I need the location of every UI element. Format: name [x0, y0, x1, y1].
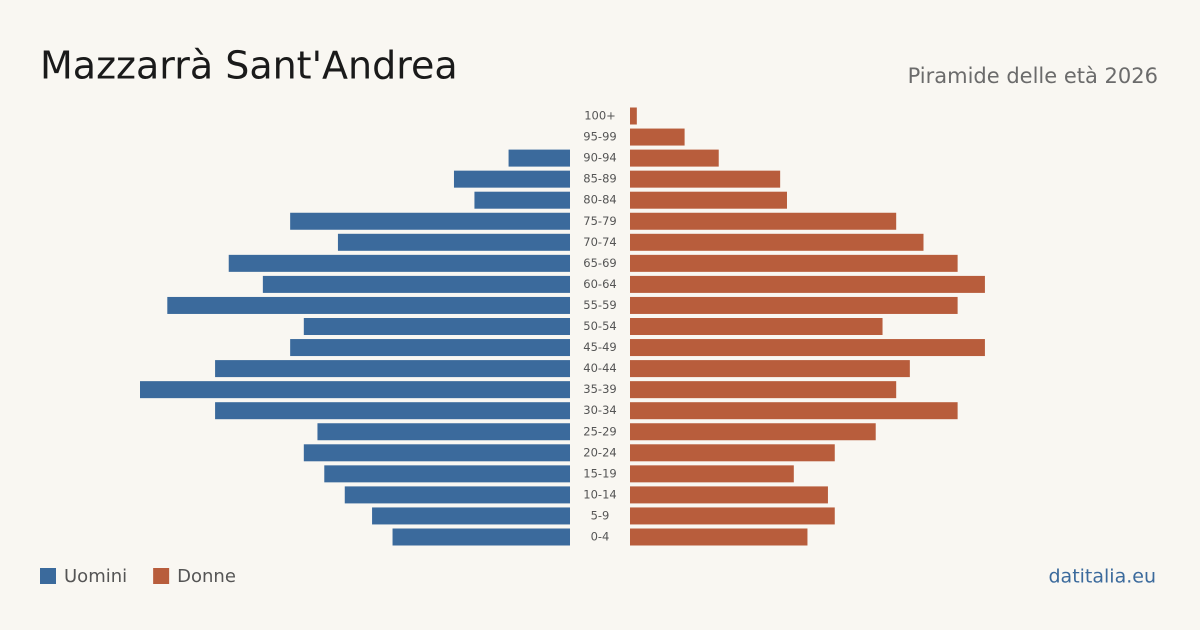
age-label: 50-54 [583, 319, 616, 333]
bar [317, 423, 570, 441]
bar [508, 149, 570, 167]
bar [344, 486, 570, 504]
bar [453, 170, 570, 188]
bar [290, 339, 570, 357]
bar [167, 296, 571, 314]
bar [392, 528, 570, 546]
age-label: 85-89 [583, 172, 616, 186]
bar [630, 423, 876, 441]
source: datitalia.eu [1049, 566, 1157, 588]
bar [630, 507, 835, 525]
bar [324, 465, 570, 483]
age-label: 60-64 [583, 277, 616, 291]
legend-swatch [153, 568, 170, 584]
bar [337, 233, 570, 251]
age-label: 45-49 [583, 340, 616, 354]
age-label: 70-74 [583, 235, 616, 249]
bar [630, 296, 958, 314]
legend-label: Donne [177, 566, 236, 587]
bar [630, 528, 808, 546]
bar [630, 444, 835, 462]
age-label: 75-79 [583, 214, 616, 228]
bar [630, 360, 910, 378]
age-label: 55-59 [583, 298, 616, 312]
age-label: 90-94 [583, 151, 616, 165]
age-label: 15-19 [583, 466, 616, 480]
age-label: 5-9 [591, 508, 610, 522]
bar [140, 381, 570, 399]
bar [630, 254, 958, 272]
bar [630, 318, 883, 335]
age-label: 30-34 [583, 403, 616, 417]
bar [630, 128, 685, 146]
bar [262, 275, 570, 293]
bar [630, 465, 794, 483]
age-label: 35-39 [583, 382, 616, 396]
bar [215, 360, 571, 378]
bar [630, 107, 637, 125]
bar [630, 233, 924, 251]
bar [630, 149, 719, 167]
bar [303, 318, 570, 335]
bar [630, 486, 828, 504]
age-label: 25-29 [583, 424, 616, 438]
age-label: 80-84 [583, 193, 616, 207]
chart-title: Mazzarrà Sant'Andrea [40, 44, 458, 88]
bar [630, 275, 985, 293]
bar [290, 212, 570, 230]
bar [215, 402, 571, 420]
age-label: 100+ [584, 109, 616, 123]
bar [228, 254, 570, 272]
legend-swatch [40, 568, 56, 584]
bar [630, 191, 787, 209]
bar [630, 212, 897, 230]
bar [630, 170, 781, 188]
bar [630, 381, 897, 399]
age-label: 20-24 [583, 445, 616, 459]
bar [303, 444, 570, 462]
bar [630, 402, 958, 420]
age-label: 95-99 [583, 130, 616, 144]
chart-subtitle: Piramide delle età 2026 [908, 64, 1158, 88]
bar [372, 507, 570, 525]
bar [474, 191, 570, 209]
age-label: 10-14 [583, 487, 616, 501]
legend-label: Uomini [64, 566, 127, 587]
bar [630, 339, 985, 357]
age-label: 40-44 [583, 361, 616, 375]
age-label: 0-4 [591, 530, 610, 544]
age-label: 65-69 [583, 256, 616, 270]
